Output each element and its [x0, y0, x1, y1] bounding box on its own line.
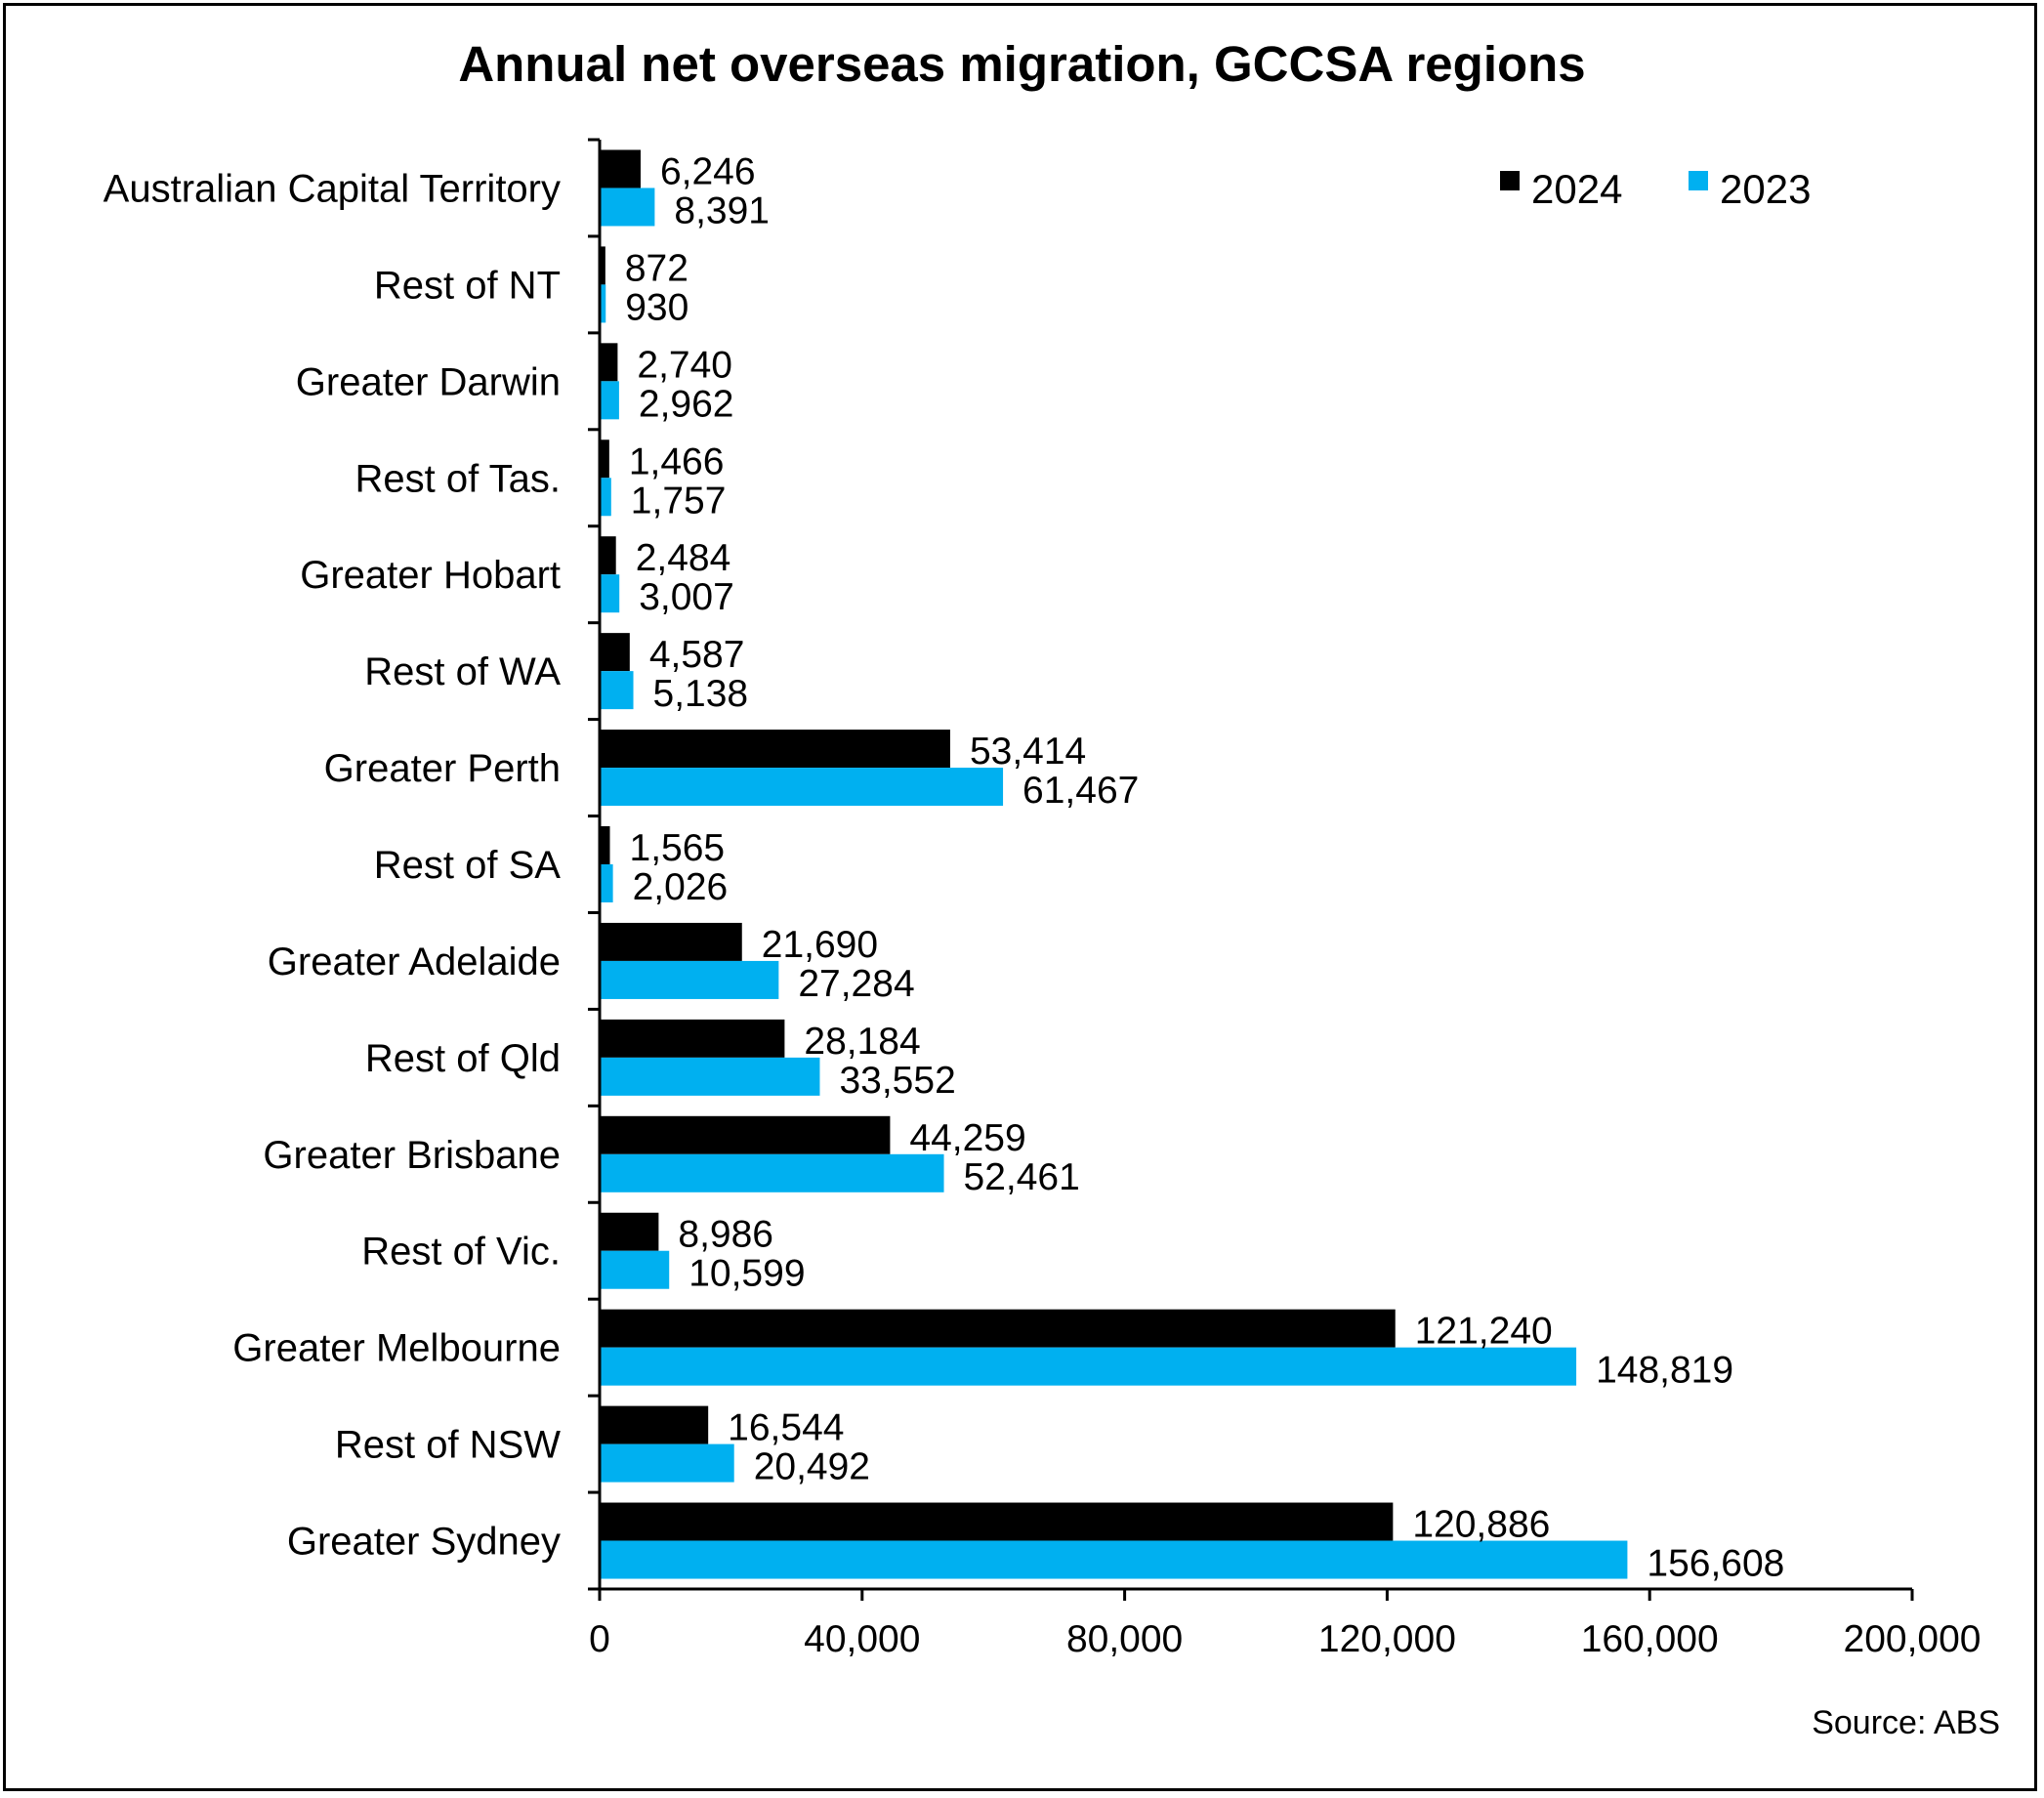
bar-2023: [600, 381, 619, 420]
bar-2024: [600, 343, 618, 382]
bar-2024: [600, 1019, 785, 1058]
bar-2024: [600, 246, 605, 285]
bar-2023: [600, 188, 655, 227]
bar-2023: [600, 1540, 1628, 1579]
data-label-2024: 53,414: [970, 731, 1086, 773]
category-label: Rest of Vic.: [361, 1231, 561, 1274]
data-label-2024: 4,587: [649, 634, 745, 676]
legend-label-2024: 2024: [1531, 166, 1622, 212]
bar-2024: [600, 633, 630, 672]
bar-2023: [600, 478, 611, 517]
legend-swatch-2024: [1500, 171, 1520, 190]
bar-2024: [600, 1309, 1396, 1348]
data-label-2023: 3,007: [639, 576, 734, 618]
data-label-2023: 148,819: [1596, 1350, 1733, 1392]
category-label: Greater Sydney: [287, 1521, 561, 1564]
data-label-2024: 8,986: [678, 1214, 773, 1256]
bar-2023: [600, 864, 613, 902]
data-label-2023: 8,391: [674, 189, 770, 231]
data-label-2023: 2,026: [633, 866, 729, 908]
chart-frame: [3, 3, 2037, 1791]
data-label-2024: 120,886: [1412, 1504, 1550, 1546]
bar-2023: [600, 1057, 820, 1096]
category-label: Rest of Qld: [365, 1037, 561, 1080]
data-label-2024: 1,565: [630, 827, 726, 869]
bar-2023: [600, 1153, 944, 1192]
bar-2024: [600, 1502, 1394, 1541]
category-label: Greater Perth: [324, 747, 561, 790]
category-label: Rest of Tas.: [355, 457, 561, 500]
data-label-2023: 20,492: [754, 1446, 870, 1488]
category-label: Rest of SA: [374, 844, 562, 887]
x-tick-label: 0: [589, 1618, 610, 1660]
data-label-2024: 872: [625, 247, 688, 289]
bar-2024: [600, 1405, 709, 1444]
data-label-2024: 44,259: [909, 1117, 1025, 1159]
bar-2024: [600, 149, 641, 188]
category-label: Rest of WA: [364, 650, 561, 693]
bar-2023: [600, 960, 779, 999]
category-label: Greater Melbourne: [232, 1327, 561, 1370]
bar-2024: [600, 826, 610, 864]
bar-2024: [600, 1212, 659, 1251]
data-label-2023: 5,138: [653, 673, 749, 715]
bar-2023: [600, 284, 606, 323]
data-label-2023: 27,284: [798, 963, 914, 1005]
data-label-2024: 28,184: [804, 1021, 920, 1063]
legend-swatch-2023: [1689, 171, 1708, 190]
data-label-2024: 2,484: [636, 537, 731, 579]
data-label-2023: 1,757: [631, 480, 727, 522]
data-label-2023: 10,599: [688, 1253, 805, 1295]
bar-2023: [600, 1250, 670, 1289]
category-label: Greater Adelaide: [268, 941, 561, 983]
bar-2024: [600, 922, 742, 961]
bar-2024: [600, 1115, 891, 1154]
x-tick-label: 80,000: [1066, 1618, 1183, 1660]
data-label-2024: 6,246: [660, 150, 756, 192]
category-label: Greater Darwin: [296, 360, 561, 403]
data-label-2023: 52,461: [964, 1156, 1080, 1198]
bar-2024: [600, 536, 616, 575]
bar-2023: [600, 1347, 1577, 1386]
category-label: Greater Brisbane: [263, 1134, 561, 1177]
data-label-2023: 2,962: [639, 383, 734, 425]
data-label-2024: 1,466: [629, 440, 725, 482]
bar-2023: [600, 671, 634, 710]
x-tick-label: 120,000: [1318, 1618, 1456, 1660]
category-label: Rest of NSW: [335, 1424, 561, 1467]
data-label-2024: 21,690: [762, 924, 878, 966]
x-tick-label: 40,000: [804, 1618, 920, 1660]
bar-2024: [600, 730, 950, 769]
x-tick-label: 200,000: [1844, 1618, 1981, 1660]
data-label-2024: 2,740: [637, 344, 732, 386]
source-note: Source: ABS: [1812, 1704, 2000, 1741]
legend-label-2023: 2023: [1720, 166, 1811, 212]
bar-2023: [600, 574, 620, 613]
data-label-2023: 156,608: [1647, 1543, 1784, 1585]
data-label-2023: 33,552: [839, 1060, 955, 1102]
data-label-2024: 16,544: [728, 1407, 844, 1449]
category-label: Australian Capital Territory: [104, 167, 561, 210]
data-label-2024: 121,240: [1415, 1311, 1553, 1353]
category-label: Greater Hobart: [300, 554, 561, 597]
bar-2023: [600, 768, 1004, 807]
x-tick-label: 160,000: [1581, 1618, 1719, 1660]
category-label: Rest of NT: [374, 264, 561, 307]
data-label-2023: 930: [625, 286, 688, 328]
bar-2023: [600, 1443, 734, 1483]
data-label-2023: 61,467: [1022, 770, 1139, 812]
bar-2024: [600, 439, 609, 479]
chart-title: Annual net overseas migration, GCCSA reg…: [458, 36, 1586, 92]
